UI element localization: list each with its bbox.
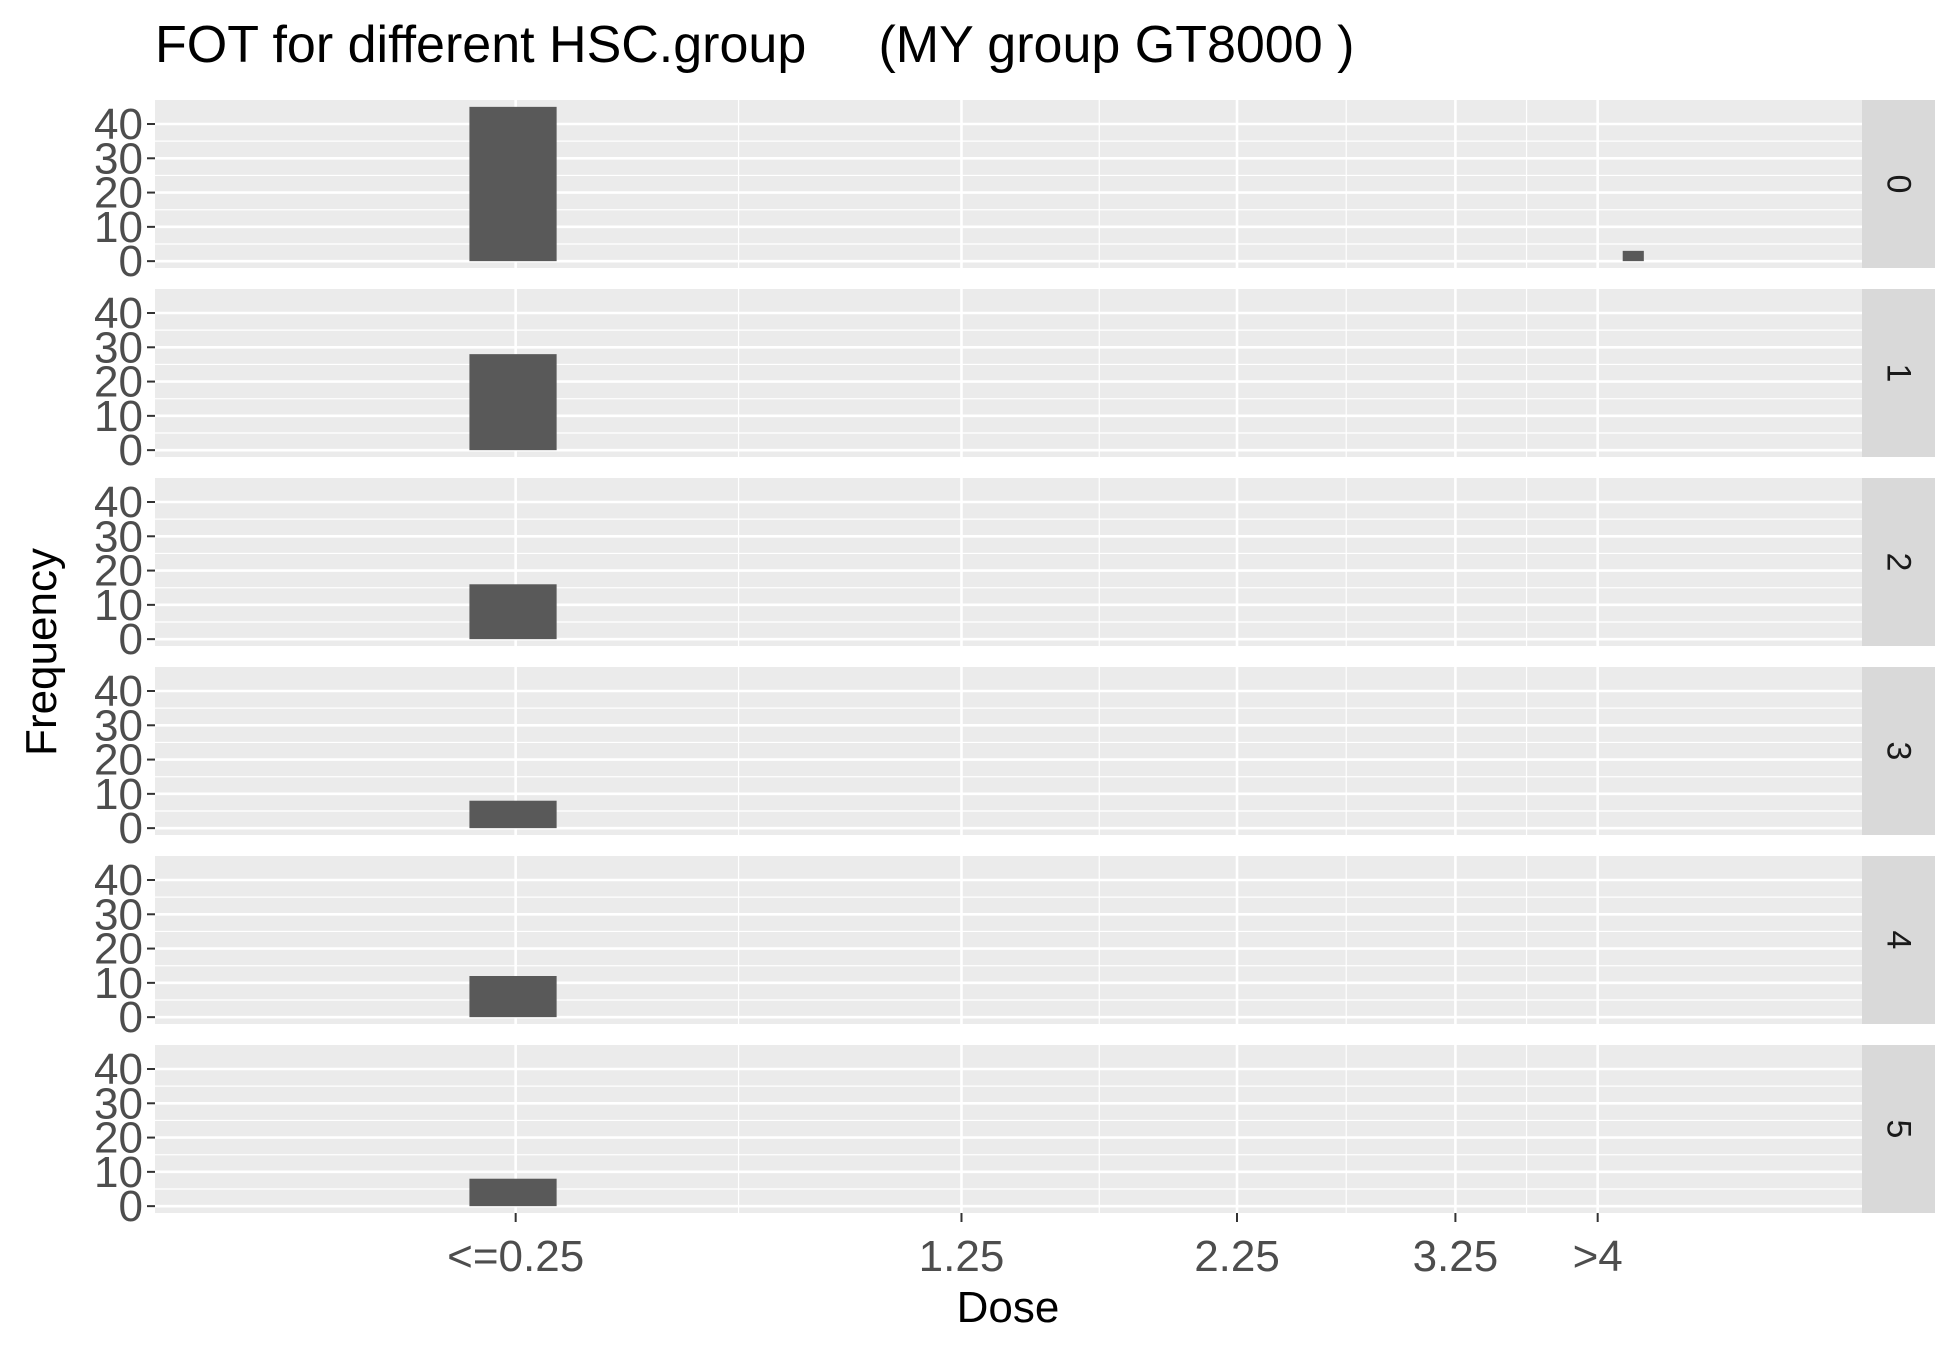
x-axis: <=0.25 1.25 2.25 3.25 >4 <box>447 1213 1623 1281</box>
facet-strip-label: 5 <box>1880 1120 1918 1139</box>
y-tick-label: 30 <box>94 323 143 372</box>
y-tick-label: 0 <box>119 615 143 664</box>
x-tick-label: 2.25 <box>1194 1232 1280 1281</box>
histogram-bar <box>469 106 557 262</box>
y-tick-label: 0 <box>119 1182 143 1231</box>
y-tick-label: 30 <box>94 134 143 183</box>
y-tick-label: 30 <box>94 890 143 939</box>
y-tick-label: 30 <box>94 512 143 561</box>
x-tick-label: >4 <box>1573 1232 1623 1281</box>
y-tick-label: 40 <box>94 667 143 716</box>
panel-background <box>155 667 1862 835</box>
y-tick-label: 30 <box>94 1079 143 1128</box>
facet-strip <box>1862 856 1935 1024</box>
x-tick-label: <=0.25 <box>447 1232 584 1281</box>
y-tick-label: 20 <box>94 1114 143 1163</box>
y-tick-label: 40 <box>94 289 143 338</box>
facet-strip <box>1862 100 1935 268</box>
y-tick-label: 0 <box>119 804 143 853</box>
panel-background <box>155 100 1862 268</box>
chart-title: FOT for different HSC.group (MY group GT… <box>155 16 1354 74</box>
x-axis-title: Dose <box>957 1283 1060 1332</box>
facet-strip <box>1862 1045 1935 1213</box>
histogram-bar <box>469 354 557 451</box>
y-tick-label: 10 <box>94 770 143 819</box>
y-tick-label: 20 <box>94 736 143 785</box>
histogram-bar <box>469 584 557 640</box>
y-tick-label: 20 <box>94 169 143 218</box>
facet-strip-label: 0 <box>1880 175 1918 194</box>
facet-strip <box>1862 478 1935 646</box>
y-tick-label: 0 <box>119 237 143 286</box>
y-tick-label: 30 <box>94 701 143 750</box>
facet-strip-label: 3 <box>1880 742 1918 761</box>
facet-panels: 0102030400010203040101020304020102030403… <box>94 100 1935 1231</box>
y-tick-label: 20 <box>94 547 143 596</box>
panel-background <box>155 289 1862 457</box>
y-tick-label: 0 <box>119 426 143 475</box>
y-tick-label: 10 <box>94 203 143 252</box>
y-tick-label: 40 <box>94 100 143 149</box>
y-tick-label: 40 <box>94 856 143 905</box>
x-tick-label: 3.25 <box>1413 1232 1499 1281</box>
panel-background <box>155 478 1862 646</box>
y-tick-label: 10 <box>94 392 143 441</box>
y-tick-label: 20 <box>94 925 143 974</box>
facet-strip <box>1862 289 1935 457</box>
y-tick-label: 10 <box>94 959 143 1008</box>
y-axis-title: Frequency <box>17 548 66 756</box>
facet-strip <box>1862 667 1935 835</box>
panel-background <box>155 856 1862 1024</box>
panel-background <box>155 1045 1862 1213</box>
y-tick-label: 40 <box>94 1045 143 1094</box>
y-tick-label: 0 <box>119 993 143 1042</box>
histogram-bar <box>469 800 557 829</box>
histogram-bar <box>469 976 557 1018</box>
x-tick-label: 1.25 <box>919 1232 1005 1281</box>
facet-strip-label: 2 <box>1880 553 1918 572</box>
facet-strip-label: 1 <box>1880 364 1918 383</box>
y-tick-label: 10 <box>94 581 143 630</box>
histogram-bar <box>469 1178 557 1207</box>
histogram-bar <box>1622 250 1644 262</box>
facet-strip-label: 4 <box>1880 931 1918 950</box>
y-tick-label: 10 <box>94 1148 143 1197</box>
y-tick-label: 20 <box>94 358 143 407</box>
y-tick-label: 40 <box>94 478 143 527</box>
